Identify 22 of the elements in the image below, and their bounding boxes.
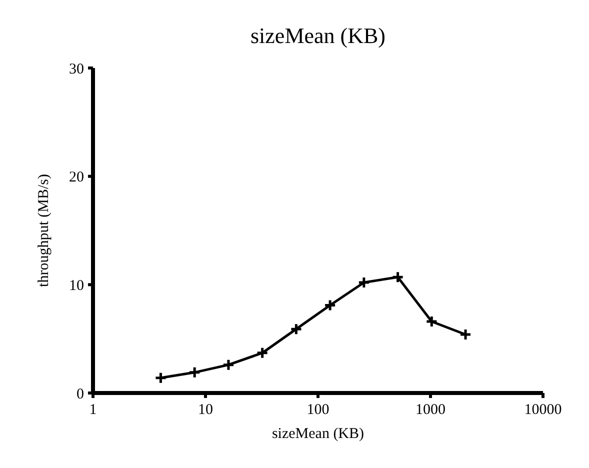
point [324, 299, 336, 312]
y-tick-label: 10 [69, 278, 84, 294]
x-tick-label: 100 [306, 402, 330, 418]
point [392, 270, 404, 284]
point [459, 328, 472, 341]
x-tick-label: 1000 [416, 402, 446, 418]
point [256, 346, 269, 360]
point [188, 366, 201, 379]
x-tick-label: 10000 [524, 402, 562, 418]
y-tick-label: 0 [76, 386, 84, 402]
point [222, 358, 235, 372]
point [358, 276, 370, 289]
point [154, 372, 167, 384]
chart-title: sizeMean (KB) [250, 23, 386, 48]
point [290, 322, 302, 336]
y-tick-label: 20 [69, 170, 84, 186]
y-tick-label: 30 [69, 61, 84, 78]
y-axis-title: throughput (MB/s) [36, 174, 52, 287]
x-axis-title: sizeMean (KB) [272, 426, 364, 442]
point [425, 315, 438, 328]
x-tick-label: 1 [89, 402, 97, 418]
x-tick-label: 10 [198, 402, 213, 418]
